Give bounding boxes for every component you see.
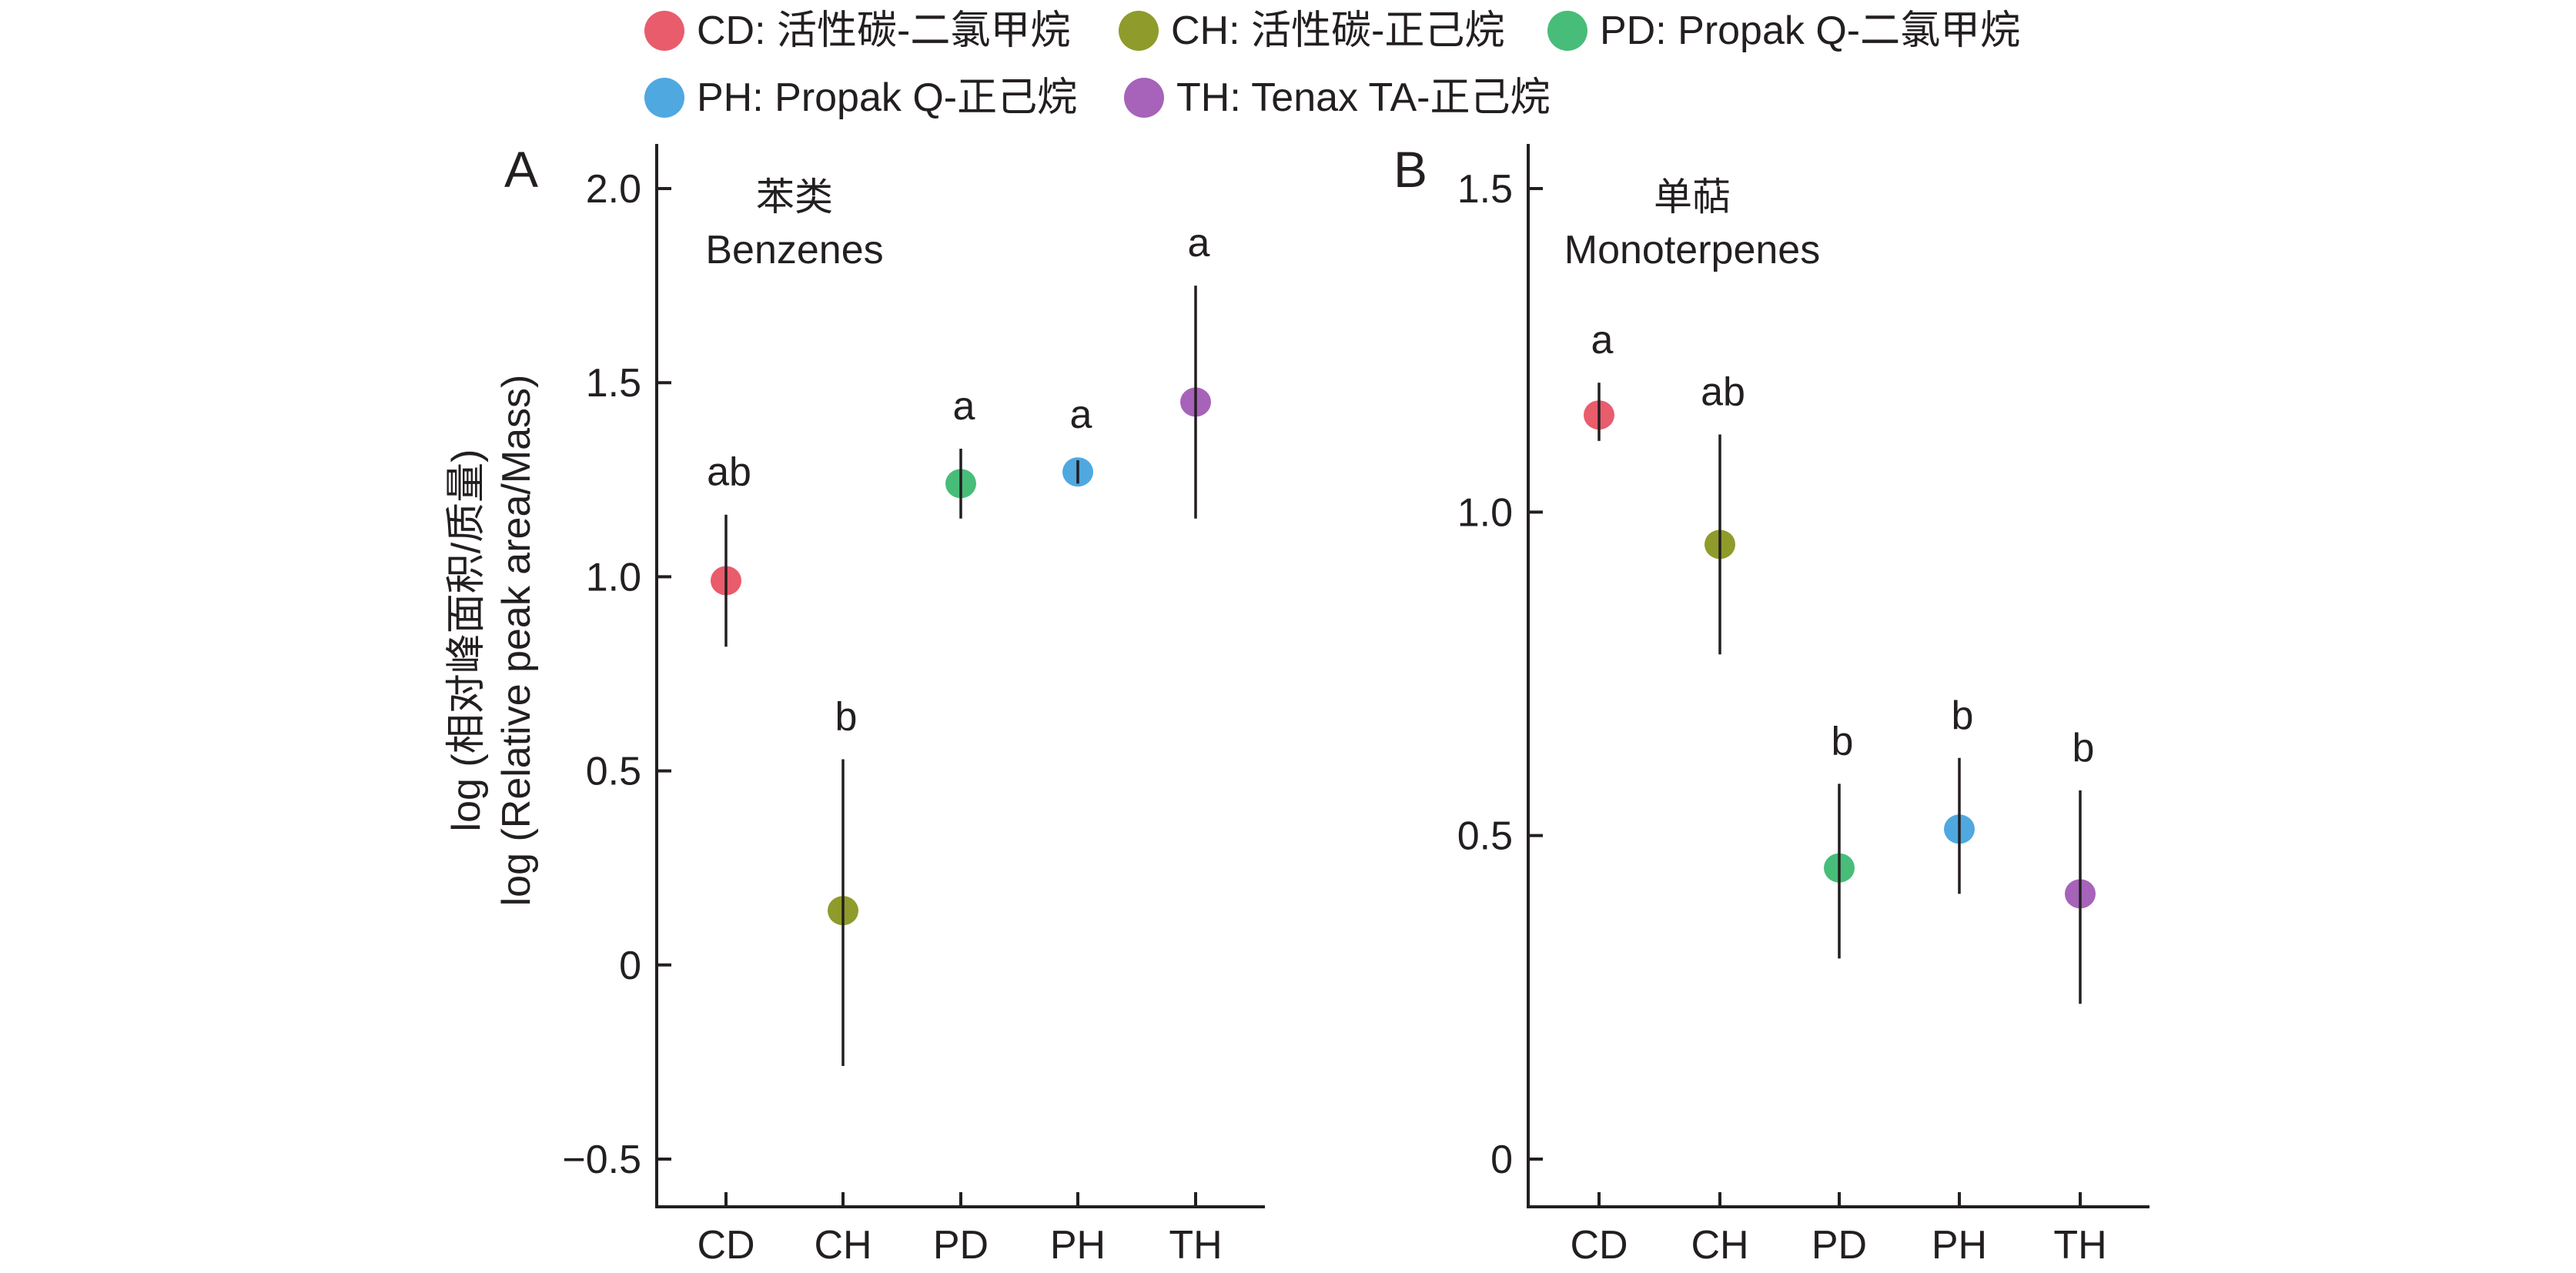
y-tick-label: 1.0: [586, 555, 641, 600]
y-tick-label: 0.5: [1457, 814, 1513, 859]
y-tick-label: 0: [619, 944, 641, 988]
significance-letter: a: [1591, 318, 1614, 363]
legend-label-ph: PH: Propak Q-正己烷: [697, 75, 1077, 120]
significance-letter: a: [1070, 393, 1092, 437]
data-point-group-th: b: [2065, 726, 2096, 1004]
y-tick-label: 2.0: [586, 167, 641, 212]
legend-label-pd: PD: Propak Q-二氯甲烷: [1600, 8, 2020, 53]
panel-a-letter: A: [504, 141, 538, 198]
x-tick-label: CH: [1691, 1223, 1748, 1268]
significance-letter: a: [953, 384, 975, 429]
legend-marker-ph: [644, 78, 684, 118]
significance-letter: ab: [707, 450, 751, 495]
panel-a-points: ab b a a a: [707, 221, 1211, 1066]
x-tick-label: PH: [1932, 1223, 1987, 1268]
y-tick-label: 0.5: [586, 750, 641, 794]
panel-b-axes: [1527, 144, 2149, 1208]
data-point-group-ph: b: [1944, 693, 1975, 894]
significance-letter: b: [1952, 693, 1974, 738]
significance-letter: a: [1188, 221, 1210, 266]
legend-label-ch: CH: 活性碳-正己烷: [1171, 8, 1504, 53]
panel-a-title-en: Benzenes: [705, 228, 883, 272]
legend-marker-pd: [1547, 11, 1587, 51]
significance-letter: b: [2073, 726, 2095, 770]
legend-item-ch: CH: 活性碳-正己烷: [1119, 8, 1504, 53]
y-axis-label: log (相对峰面积/质量) log (Relative peak area/M…: [444, 375, 539, 907]
x-tick-label: TH: [2053, 1223, 2106, 1268]
y-tick-label: −0.5: [562, 1138, 641, 1182]
panel-a-x-ticks: CD CH PD PH TH: [697, 1192, 1223, 1268]
legend-marker-cd: [644, 11, 684, 51]
y-tick-label: 1.0: [1457, 490, 1513, 535]
significance-letter: b: [835, 694, 858, 739]
panel-b-title-cn: 单萜: [1654, 175, 1731, 219]
x-tick-label: PH: [1050, 1223, 1106, 1268]
data-point-group-ph: a: [1062, 393, 1093, 487]
data-point-group-ch: ab: [1701, 369, 1745, 655]
panel-b-x-ticks: CD CH PD PH TH: [1570, 1192, 2107, 1268]
panel-a: A 苯类 Benzenes −0.5 0 0.5 1.0 1.5 2.0 CD CH PD PH…: [504, 141, 1265, 1268]
panel-b-y-ticks: 0 0.5 1.0 1.5: [1457, 167, 1543, 1182]
panel-b-title-en: Monoterpenes: [1564, 228, 1820, 272]
legend-item-cd: CD: 活性碳-二氯甲烷: [644, 8, 1070, 53]
y-tick-label: 0: [1490, 1138, 1513, 1182]
data-point-group-ch: b: [828, 694, 858, 1066]
x-tick-label: PD: [933, 1223, 989, 1268]
data-point-group-pd: b: [1824, 719, 1855, 959]
y-axis-label-cn: log (相对峰面积/质量): [444, 449, 489, 832]
significance-letter: ab: [1701, 369, 1745, 414]
x-tick-label: PD: [1812, 1223, 1867, 1268]
data-point-group-pd: a: [945, 384, 976, 519]
x-tick-label: CD: [1570, 1223, 1628, 1268]
legend: CD: 活性碳-二氯甲烷 CH: 活性碳-正己烷 PD: Propak Q-二氯…: [644, 8, 2020, 120]
x-tick-label: CH: [814, 1223, 871, 1268]
data-point-group-cd: ab: [707, 450, 751, 647]
panel-b-letter: B: [1393, 141, 1427, 198]
legend-label-th: TH: Tenax TA-正己烷: [1176, 75, 1550, 120]
y-axis-label-en: log (Relative peak area/Mass): [494, 375, 539, 907]
y-tick-label: 1.5: [1457, 167, 1513, 212]
legend-item-th: TH: Tenax TA-正己烷: [1124, 75, 1550, 120]
x-tick-label: TH: [1169, 1223, 1222, 1268]
legend-marker-ch: [1119, 11, 1159, 51]
legend-label-cd: CD: 活性碳-二氯甲烷: [697, 8, 1070, 53]
legend-item-ph: PH: Propak Q-正己烷: [644, 75, 1077, 120]
significance-letter: b: [1832, 719, 1854, 763]
data-point-group-th: a: [1180, 221, 1211, 519]
legend-item-pd: PD: Propak Q-二氯甲烷: [1547, 8, 2020, 53]
panel-b: B 单萜 Monoterpenes 00.51.01.5 CD CH PD PH TH …: [1393, 141, 2149, 1268]
x-tick-label: CD: [697, 1223, 754, 1268]
panel-a-y-ticks: −0.5 0 0.5 1.0 1.5 2.0: [562, 167, 671, 1182]
panel-a-axes: [655, 144, 1265, 1208]
panel-b-points: a ab b b b: [1584, 318, 2096, 1004]
legend-marker-th: [1124, 78, 1164, 118]
y-tick-label: 1.5: [586, 361, 641, 406]
data-point-group-cd: a: [1584, 318, 1614, 441]
panel-a-title-cn: 苯类: [756, 175, 833, 219]
